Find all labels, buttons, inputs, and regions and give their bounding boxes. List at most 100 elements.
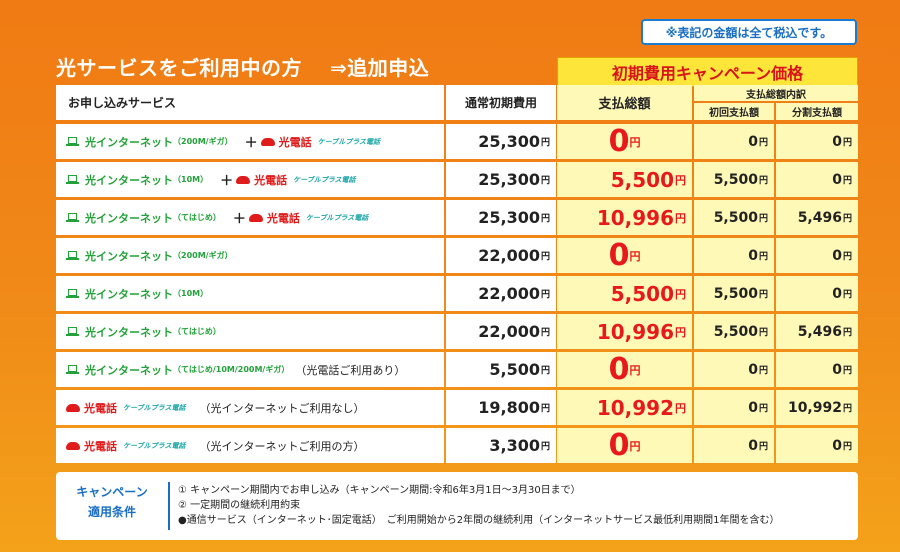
total-payment-value: 0 <box>608 124 630 159</box>
conditions-list: ① キャンペーン期間内でお申し込み（キャンペーン期間:令和6年3月1日～3月30… <box>178 483 779 528</box>
first-payment-unit: 円 <box>758 176 768 186</box>
headline-arrow: ⇒追加申込 <box>330 56 430 80</box>
total-payment: 10,992 円 <box>557 390 692 425</box>
internet-plan: （てはじめ） <box>173 327 221 336</box>
total-payment-value: 10,996 <box>596 319 674 344</box>
normal-fee-unit: 円 <box>540 366 550 376</box>
header-first-payment: 初回支払額 <box>694 103 774 120</box>
normal-fee-value: 3,300 <box>489 436 540 455</box>
total-payment-unit: 円 <box>629 439 641 453</box>
first-payment: 5,500 円 <box>694 276 774 311</box>
service-note: （光電話ご利用あり） <box>295 363 406 377</box>
installment-payment-value: 0 <box>832 285 842 302</box>
first-payment-value: 0 <box>748 133 758 150</box>
installment-payment-value: 5,496 <box>797 209 842 226</box>
service-cell: 光インターネット （10M） ＋ 光電話 ケーブルプラス電話 <box>56 162 444 197</box>
installment-payment-unit: 円 <box>842 214 852 224</box>
service-cell: 光インターネット （てはじめ） ＋ 光電話 ケーブルプラス電話 <box>56 200 444 235</box>
installment-payment-unit: 円 <box>842 290 852 300</box>
service-cell: 光電話 ケーブルプラス電話 （光インターネットご利用なし） <box>56 390 444 425</box>
installment-payment: 10,992 円 <box>776 390 858 425</box>
phone-icon <box>236 175 251 184</box>
first-payment-unit: 円 <box>758 138 768 148</box>
total-payment: 5,500 円 <box>557 276 692 311</box>
installment-payment-value: 10,992 <box>787 399 842 416</box>
service-cell: 光インターネット （10M） <box>56 276 444 311</box>
total-payment-unit: 円 <box>675 287 686 301</box>
normal-fee-value: 25,300 <box>478 208 540 227</box>
normal-fee: 22,000 円 <box>446 238 556 273</box>
internet-label: 光インターネット <box>85 249 173 263</box>
internet-label: 光インターネット <box>85 173 173 187</box>
installment-payment-unit: 円 <box>842 404 852 414</box>
page-title: 光サービスをご利用中の方 ⇒追加申込 <box>56 52 429 81</box>
computer-icon <box>66 174 79 185</box>
condition-line: ●通信サービス（インターネット･固定電話） ご利用開始から2年間の継続利用（イン… <box>178 515 780 526</box>
normal-fee-value: 5,500 <box>489 360 540 379</box>
condition-line: ② 一定期間の継続利用約束 <box>178 500 301 511</box>
normal-fee: 25,300 円 <box>446 200 556 235</box>
normal-fee: 5,500 円 <box>446 352 556 387</box>
total-payment-unit: 円 <box>675 211 686 225</box>
normal-fee-value: 19,800 <box>478 398 540 417</box>
normal-fee-unit: 円 <box>540 138 550 148</box>
service-note: （光インターネットご利用なし） <box>199 401 365 415</box>
first-payment: 5,500 円 <box>694 162 774 197</box>
headline-text: 光サービスをご利用中の方 <box>56 56 302 80</box>
first-payment-value: 0 <box>748 247 758 264</box>
service-cell: 光インターネット （200M/ギガ） <box>56 238 444 273</box>
total-payment-unit: 円 <box>675 173 686 187</box>
total-payment-unit: 円 <box>629 249 641 263</box>
phone-sublabel: ケーブルプラス電話 <box>305 213 369 222</box>
phone-label: 光電話 <box>254 173 288 187</box>
service-cell: 光インターネット （200M/ギガ） ＋ 光電話 ケーブルプラス電話 <box>56 124 444 159</box>
first-payment: 5,500 円 <box>694 314 774 349</box>
installment-payment-value: 5,496 <box>797 323 842 340</box>
total-payment-unit: 円 <box>629 135 641 149</box>
first-payment-value: 0 <box>748 399 758 416</box>
internet-plan: （200M/ギガ） <box>173 137 233 146</box>
first-payment-unit: 円 <box>758 290 768 300</box>
internet-label: 光インターネット <box>85 211 173 225</box>
internet-label: 光インターネット <box>85 135 173 149</box>
normal-fee-value: 22,000 <box>478 284 540 303</box>
first-payment-unit: 円 <box>758 404 768 414</box>
normal-fee: 22,000 円 <box>446 276 556 311</box>
phone-label: 光電話 <box>84 439 117 453</box>
phone-label: 光電話 <box>278 135 312 149</box>
normal-fee-unit: 円 <box>540 404 550 414</box>
conditions-title-line1: キャンペーン <box>76 485 148 499</box>
first-payment-unit: 円 <box>758 252 768 262</box>
total-payment: 5,500 円 <box>557 162 692 197</box>
installment-payment: 5,496 円 <box>776 200 858 235</box>
installment-payment-unit: 円 <box>842 366 852 376</box>
normal-fee-unit: 円 <box>540 214 550 224</box>
computer-icon <box>66 212 79 223</box>
first-payment-value: 5,500 <box>713 285 758 302</box>
plus-sign: ＋ <box>232 212 246 227</box>
installment-payment-value: 0 <box>832 437 842 454</box>
total-payment-value: 5,500 <box>610 281 674 306</box>
first-payment-unit: 円 <box>758 442 768 452</box>
installment-payment-value: 0 <box>832 133 842 150</box>
phone-icon <box>66 403 80 412</box>
internet-label: 光インターネット <box>85 325 173 339</box>
total-payment-value: 0 <box>608 428 630 463</box>
header-breakdown: 支払総額内訳 <box>694 85 858 101</box>
normal-fee-unit: 円 <box>540 442 550 452</box>
normal-fee-unit: 円 <box>540 252 550 262</box>
tax-note: ※表記の金額は全て税込です。 <box>641 19 857 45</box>
first-payment-value: 5,500 <box>713 323 758 340</box>
installment-payment-unit: 円 <box>842 328 852 338</box>
normal-fee-value: 22,000 <box>478 246 540 265</box>
installment-payment-unit: 円 <box>842 442 852 452</box>
service-cell: 光インターネット （てはじめ/10M/200M/ギガ） （光電話ご利用あり） <box>56 352 444 387</box>
computer-icon <box>66 136 79 147</box>
phone-sublabel: ケーブルプラス電話 <box>123 403 186 412</box>
